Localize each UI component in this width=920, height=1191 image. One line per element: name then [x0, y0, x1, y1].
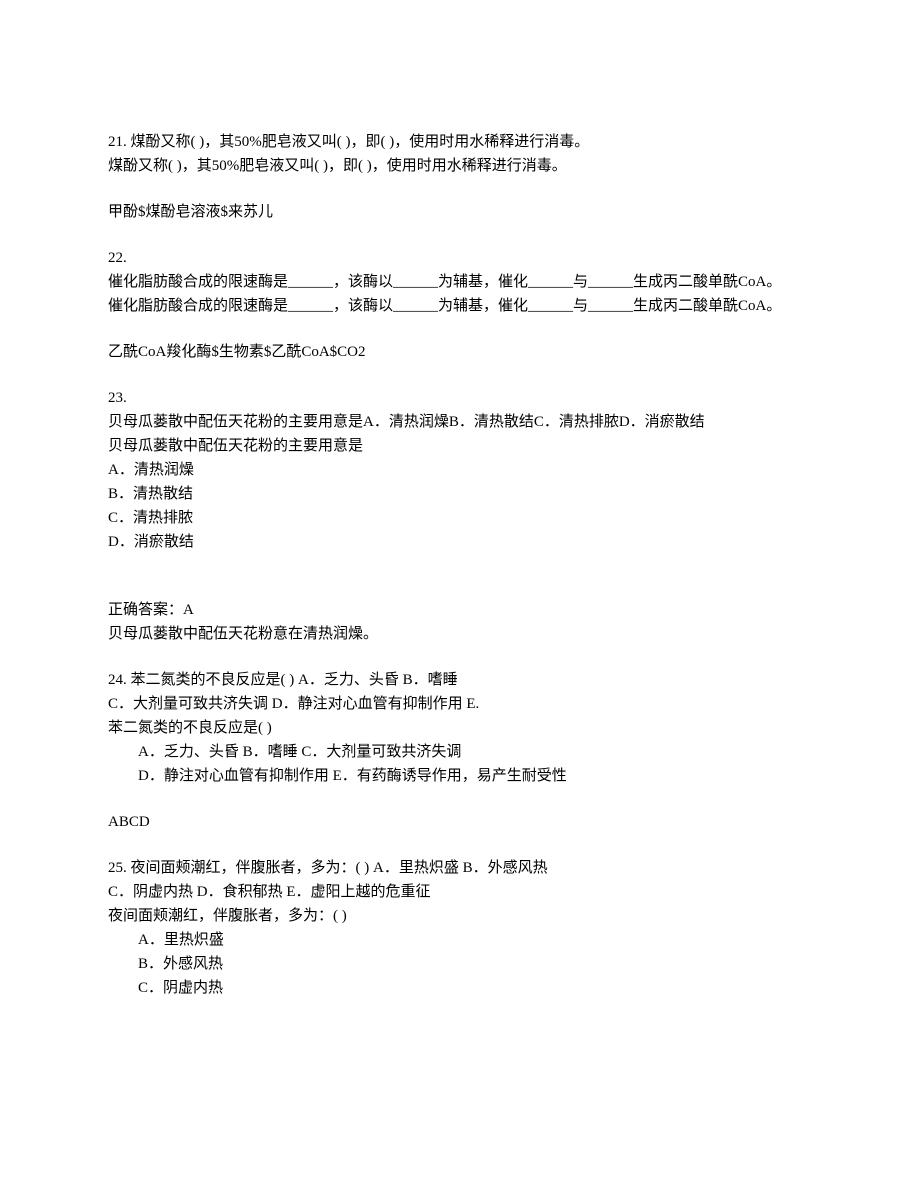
option-c: C．清热排脓	[108, 506, 812, 530]
question-text: 21. 煤酚又称( )，其50%肥皂液又叫( )，即( )，使用时用水稀释进行消…	[108, 130, 812, 154]
question-number: 22.	[108, 246, 812, 270]
question-repeat: 催化脂肪酸合成的限速酶是______，该酶以______为辅基，催化______…	[108, 294, 812, 318]
option-a: A．里热炽盛	[108, 928, 812, 952]
question-repeat: 苯二氮类的不良反应是( )	[108, 716, 812, 740]
question-23: 23. 贝母瓜蒌散中配伍天花粉的主要用意是A．清热润燥B．清热散结C．清热排脓D…	[108, 386, 812, 646]
question-text: 25. 夜间面颊潮红，伴腹胀者，多为：( ) A．里热炽盛 B．外感风热	[108, 856, 812, 880]
question-number: 21.	[108, 134, 127, 150]
answer-text: 甲酚$煤酚皂溶液$来苏儿	[108, 200, 812, 224]
options-line2: D．静注对心血管有抑制作用 E．有药酶诱导作用，易产生耐受性	[108, 764, 812, 788]
question-line2: C．阴虚内热 D．食积郁热 E．虚阳上越的危重征	[108, 880, 812, 904]
question-line2: C．大剂量可致共济失调 D．静注对心血管有抑制作用 E.	[108, 692, 812, 716]
question-content: 煤酚又称( )，其50%肥皂液又叫( )，即( )，使用时用水稀释进行消毒。	[131, 134, 590, 150]
question-stem: 贝母瓜蒌散中配伍天花粉的主要用意是	[108, 434, 812, 458]
question-content: 夜间面颊潮红，伴腹胀者，多为：( ) A．里热炽盛 B．外感风热	[131, 860, 548, 876]
option-c: C．阴虚内热	[108, 976, 812, 1000]
option-d: D．消瘀散结	[108, 530, 812, 554]
question-number: 24.	[108, 672, 127, 688]
answer-text: 乙酰CoA羧化酶$生物素$乙酰CoA$CO2	[108, 340, 812, 364]
question-content: 苯二氮类的不良反应是( ) A．乏力、头昏 B．嗜睡	[131, 672, 458, 688]
option-b: B．清热散结	[108, 482, 812, 506]
question-number: 25.	[108, 860, 127, 876]
question-25: 25. 夜间面颊潮红，伴腹胀者，多为：( ) A．里热炽盛 B．外感风热 C．阴…	[108, 856, 812, 1000]
option-b: B．外感风热	[108, 952, 812, 976]
question-number: 23.	[108, 386, 812, 410]
question-repeat: 煤酚又称( )，其50%肥皂液又叫( )，即( )，使用时用水稀释进行消毒。	[108, 154, 812, 178]
option-a: A．清热润燥	[108, 458, 812, 482]
question-repeat: 夜间面颊潮红，伴腹胀者，多为：( )	[108, 904, 812, 928]
question-21: 21. 煤酚又称( )，其50%肥皂液又叫( )，即( )，使用时用水稀释进行消…	[108, 130, 812, 224]
question-22: 22. 催化脂肪酸合成的限速酶是______，该酶以______为辅基，催化__…	[108, 246, 812, 364]
question-content: 催化脂肪酸合成的限速酶是______，该酶以______为辅基，催化______…	[108, 270, 812, 294]
explanation: 贝母瓜蒌散中配伍天花粉意在清热润燥。	[108, 622, 812, 646]
options-line1: A．乏力、头昏 B．嗜睡 C．大剂量可致共济失调	[108, 740, 812, 764]
question-content: 贝母瓜蒌散中配伍天花粉的主要用意是A．清热润燥B．清热散结C．清热排脓D．消瘀散…	[108, 410, 812, 434]
question-text: 24. 苯二氮类的不良反应是( ) A．乏力、头昏 B．嗜睡	[108, 668, 812, 692]
question-24: 24. 苯二氮类的不良反应是( ) A．乏力、头昏 B．嗜睡 C．大剂量可致共济…	[108, 668, 812, 834]
answer-text: ABCD	[108, 810, 812, 834]
correct-answer: 正确答案：A	[108, 598, 812, 622]
